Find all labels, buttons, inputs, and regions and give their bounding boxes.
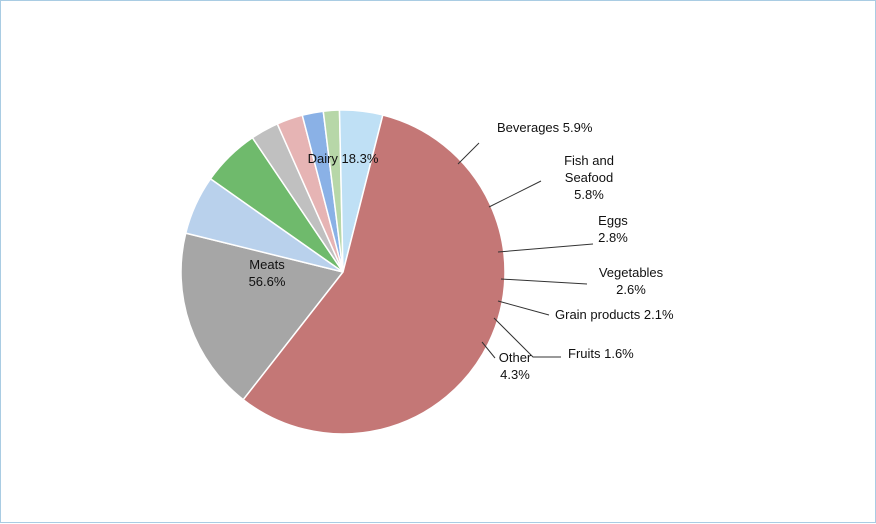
leader-line-beverages (457, 142, 480, 165)
pie-slices (180, 109, 506, 435)
slice-label-eggs: Eggs 2.8% (598, 213, 628, 245)
leader-line-vegetables (500, 278, 588, 285)
slice-label-dairy: Dairy 18.3% (308, 151, 379, 166)
slice-label-beverages: Beverages 5.9% (497, 120, 593, 135)
leader-line-fish-and-seafood (488, 180, 542, 208)
slice-label-vegetables: Vegetables 2.6% (599, 265, 664, 297)
leader-line-fruits (493, 317, 561, 358)
leader-line-grain-products (497, 300, 550, 316)
pie-slice-dairy (180, 232, 345, 401)
leader-line-other (481, 341, 496, 359)
slice-label-fruits: Fruits 1.6% (568, 346, 634, 361)
slice-label-fish-and-seafood: Fish and Seafood 5.8% (564, 153, 614, 202)
pie-slice-meats (242, 114, 506, 435)
pie-labels: Dairy 18.3% Beverages 5.9% Fish and Seafood… (249, 120, 674, 382)
slice-label-meats: Meats 56.6% (249, 257, 286, 289)
slice-label-grain-products: Grain products 2.1% (555, 307, 674, 322)
leader-line-eggs (497, 243, 594, 253)
slice-label-other: Other 4.3% (499, 350, 532, 382)
